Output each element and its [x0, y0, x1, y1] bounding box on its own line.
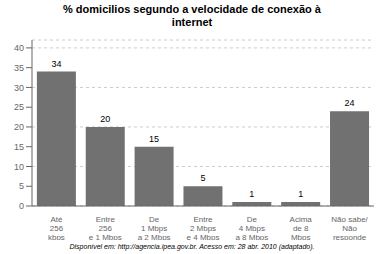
svg-text:Acimade 8Mbps: Acimade 8Mbps — [290, 215, 313, 240]
svg-text:De4 Mbpsa 8 Mbps: De4 Mbpsa 8 Mbps — [235, 215, 268, 240]
svg-text:24: 24 — [345, 98, 355, 108]
svg-text:Não sabe/Nãoresponde: Não sabe/Nãoresponde — [331, 215, 368, 240]
svg-text:1: 1 — [298, 189, 303, 199]
html-text:Disponível em: http://agencia.: Disponível em: http://agencia.ipea.gov.b… — [69, 243, 315, 250]
svg-text:Entre2 Mbpse 4 Mbps: Entre2 Mbpse 4 Mbps — [187, 215, 220, 240]
svg-text:5: 5 — [19, 181, 24, 191]
svg-text:20: 20 — [100, 114, 110, 124]
svg-text:35: 35 — [14, 63, 24, 73]
svg-text:Até256kbps: Até256kbps — [48, 215, 65, 240]
svg-text:1: 1 — [249, 189, 254, 199]
svg-text:0: 0 — [19, 201, 24, 211]
svg-text:5: 5 — [200, 173, 205, 183]
svg-text:30: 30 — [14, 83, 24, 93]
svg-text:20: 20 — [14, 122, 24, 132]
html-text:% domicilios segundo a velocid: % domicilios segundo a velocidade de con… — [63, 3, 321, 28]
svg-text:40: 40 — [14, 43, 24, 53]
svg-text:10: 10 — [14, 162, 24, 172]
svg-text:25: 25 — [14, 102, 24, 112]
svg-text:34: 34 — [51, 59, 61, 69]
svg-text:Entre256e 1 Mbps: Entre256e 1 Mbps — [89, 215, 122, 240]
svg-text:De1 Mbpsa 2 Mbps: De1 Mbpsa 2 Mbps — [138, 215, 171, 240]
svg-text:15: 15 — [149, 134, 159, 144]
svg-text:15: 15 — [14, 142, 24, 152]
